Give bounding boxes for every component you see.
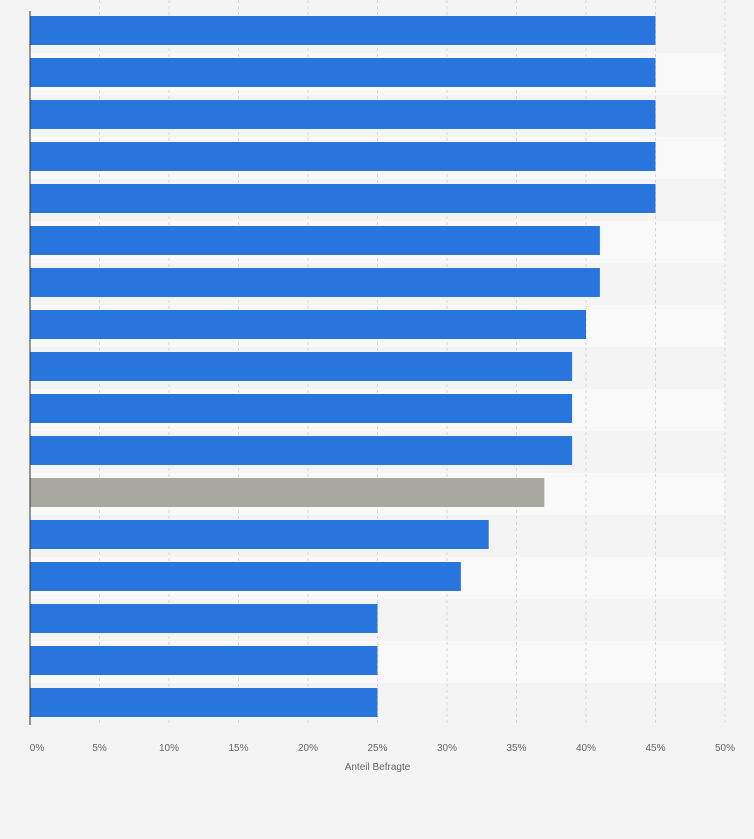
x-tick-label: 35% xyxy=(506,743,526,754)
bar[interactable] xyxy=(30,436,573,465)
bars xyxy=(30,16,656,717)
bar[interactable] xyxy=(30,184,656,213)
x-tick-label: 5% xyxy=(92,743,107,754)
bar[interactable] xyxy=(30,16,656,45)
x-axis-title: Anteil Befragte xyxy=(345,762,411,773)
x-tick-label: 40% xyxy=(576,743,596,754)
bar[interactable] xyxy=(30,352,573,381)
bar[interactable] xyxy=(30,100,656,129)
bar[interactable] xyxy=(30,226,600,255)
x-tick-label: 50% xyxy=(715,743,735,754)
bar[interactable] xyxy=(30,520,489,549)
bar[interactable] xyxy=(30,688,378,717)
x-tick-labels: 0% 5% 10% 15% 20% 25% 30% 35% 40% 45% 50% xyxy=(30,743,735,754)
x-tick-label: 0% xyxy=(30,743,45,754)
bar[interactable] xyxy=(30,646,378,675)
x-tick-label: 15% xyxy=(228,743,248,754)
x-tick-label: 25% xyxy=(367,743,387,754)
bar[interactable] xyxy=(30,268,600,297)
bar[interactable] xyxy=(30,58,656,87)
x-tick-label: 20% xyxy=(298,743,318,754)
bar[interactable] xyxy=(30,394,573,423)
bar[interactable] xyxy=(30,562,461,591)
bar[interactable] xyxy=(30,604,378,633)
bar[interactable] xyxy=(30,310,586,339)
bar[interactable] xyxy=(30,478,545,507)
x-tick-label: 30% xyxy=(437,743,457,754)
x-tick-label: 45% xyxy=(645,743,665,754)
bar[interactable] xyxy=(30,142,656,171)
x-tick-label: 10% xyxy=(159,743,179,754)
